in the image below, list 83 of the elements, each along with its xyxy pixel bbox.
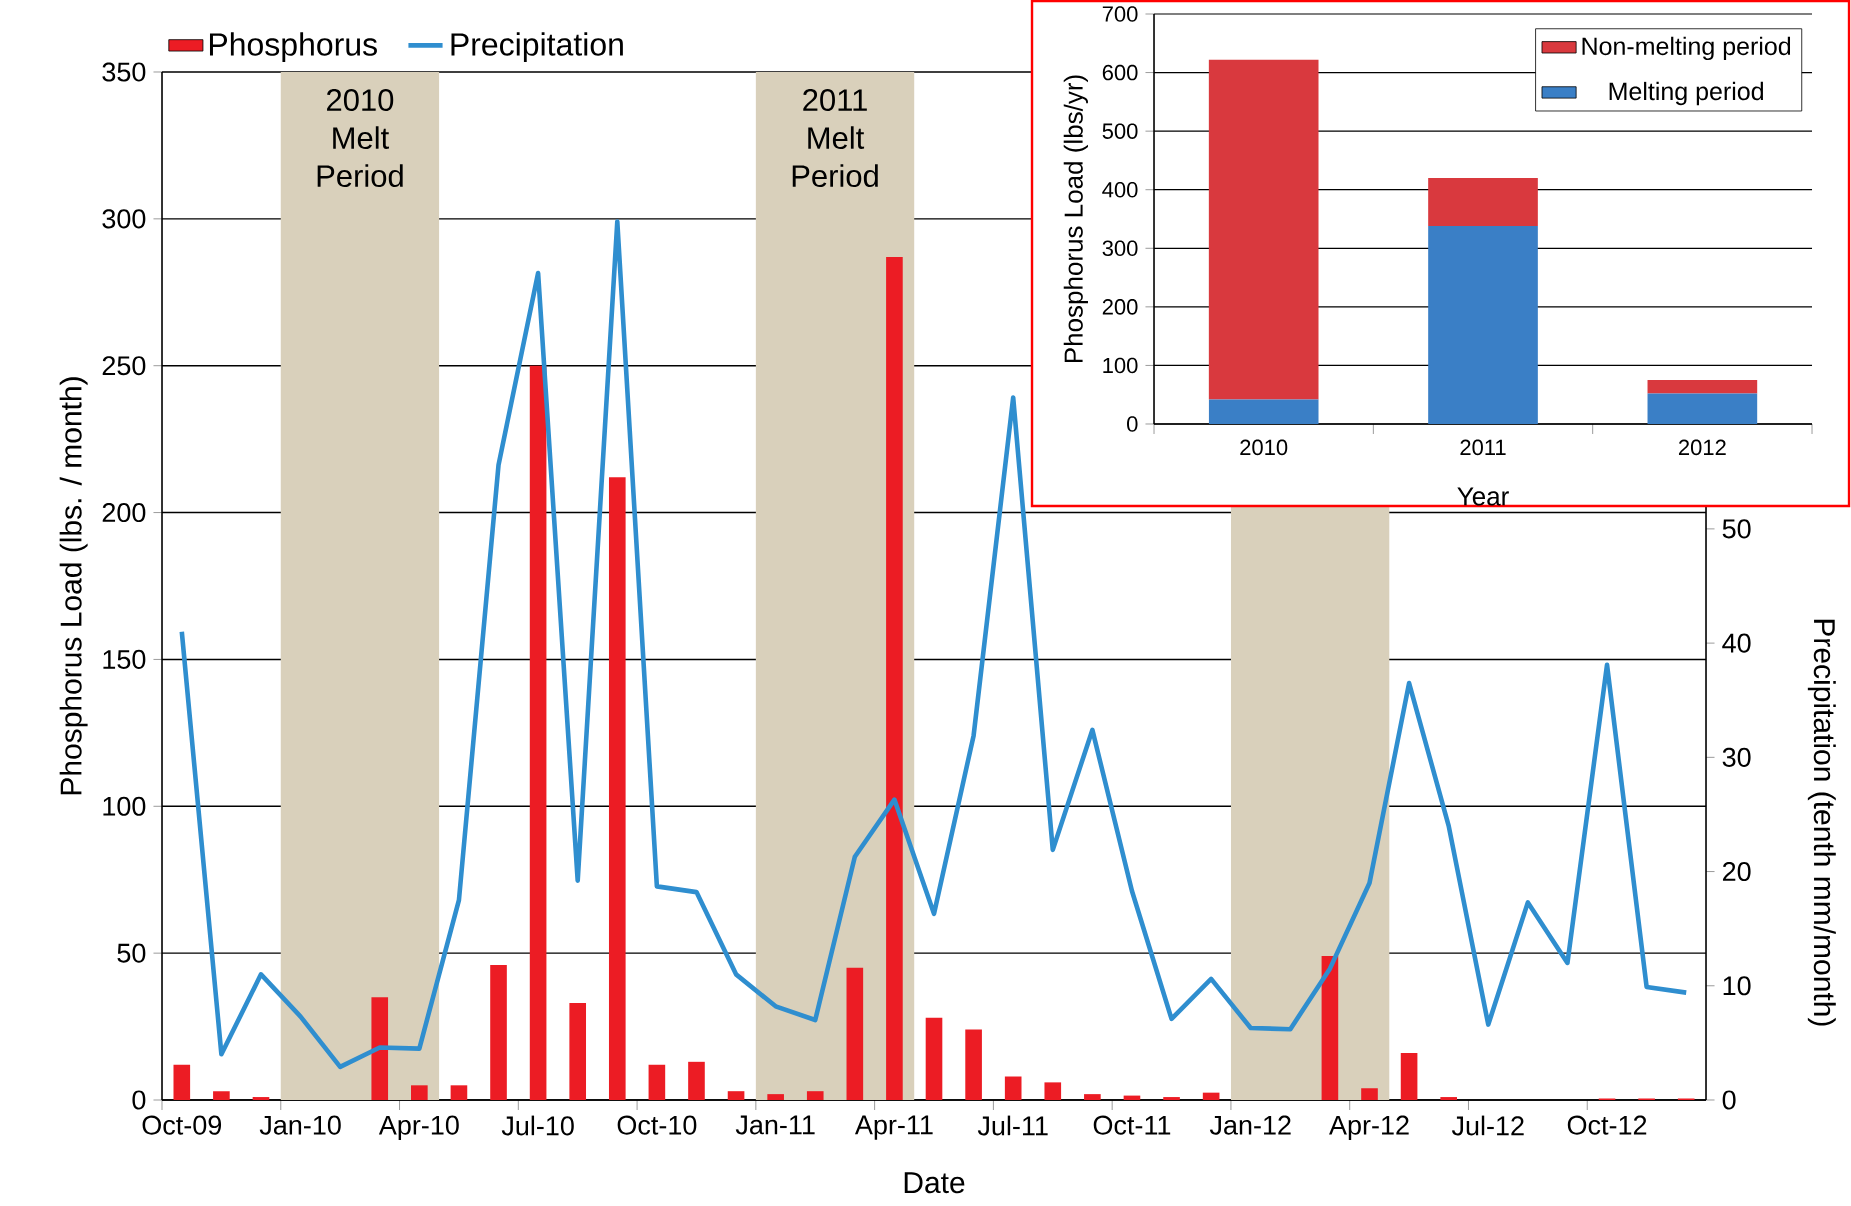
bar (846, 967, 864, 1100)
bar (1428, 178, 1538, 227)
y-tick-label: 600 (1102, 64, 1138, 81)
x-tick-label: Jul-12 (1451, 1115, 1524, 1136)
y2-tick-label: 40 (1722, 633, 1751, 653)
y-tick-label: 200 (102, 503, 146, 523)
y-axis-title: Phosphorus Load (lbs/yr) (1063, 75, 1088, 363)
y-tick-label: 350 (102, 62, 146, 82)
bar (1361, 1088, 1378, 1100)
bar (1428, 226, 1538, 424)
legend-label: Non-melting period (1582, 36, 1791, 61)
y-tick-label: 100 (103, 796, 146, 816)
bar (608, 477, 626, 1100)
y-tick-label: 300 (1102, 240, 1138, 257)
y-tick-label: 300 (102, 209, 146, 229)
bar (1163, 1097, 1180, 1100)
bar (569, 1003, 587, 1100)
y-tick-label: 50 (117, 943, 146, 963)
y2-tick-label: 30 (1722, 747, 1751, 767)
bar (1084, 1094, 1101, 1100)
y-tick-label: 0 (1127, 416, 1138, 432)
legend-label: Precipitation (451, 32, 623, 63)
y2-tick-label: 0 (1722, 1090, 1736, 1110)
bar (1208, 59, 1319, 400)
y2-axis-title: Precipitation (tenth mm/month) (1807, 619, 1836, 1026)
bar (1440, 1097, 1457, 1100)
bar (529, 365, 547, 1100)
y-tick-label: 700 (1102, 6, 1138, 22)
band-label: 2010 Melt Period (317, 89, 403, 188)
x-tick-label: 2010 (1240, 439, 1288, 456)
bar (767, 1094, 784, 1100)
y-tick-label: 200 (1102, 299, 1138, 315)
y2-tick-label: 20 (1722, 862, 1751, 882)
y-tick-label: 400 (1102, 181, 1138, 198)
bar (1044, 1082, 1062, 1100)
x-tick-label: Apr-10 (378, 1115, 459, 1141)
y-tick-label: 500 (1102, 123, 1138, 139)
x-tick-label: Jan-11 (735, 1115, 815, 1135)
x-tick-label: 2012 (1678, 439, 1726, 456)
bar (252, 1097, 270, 1100)
bar (806, 1091, 824, 1100)
bar (371, 997, 389, 1100)
bar (1004, 1076, 1022, 1100)
bar (886, 257, 903, 1100)
x-tick-label: Jul-11 (977, 1115, 1048, 1136)
y-tick-label: 150 (103, 649, 146, 669)
y2-tick-label: 10 (1723, 976, 1751, 996)
x-tick-label: Jul-10 (501, 1115, 574, 1136)
x-tick-label: Oct-10 (617, 1115, 697, 1135)
x-tick-label: Oct-12 (1567, 1115, 1647, 1135)
x-tick-label: Jan-10 (259, 1115, 341, 1135)
x-tick-label: Apr-11 (854, 1115, 933, 1140)
y-tick-label: 250 (102, 356, 146, 376)
x-tick-label: Jan-12 (1209, 1115, 1291, 1135)
bar (1647, 380, 1758, 394)
x-tick-label: 2011 (1460, 439, 1506, 456)
bar (1647, 393, 1758, 424)
bar (688, 1061, 705, 1100)
bar (411, 1085, 428, 1100)
x-tick-label: Oct-11 (1093, 1115, 1171, 1135)
legend-label: Phosphorus (209, 32, 377, 63)
x-axis-title: Date (904, 1172, 965, 1194)
bar (1202, 1092, 1220, 1100)
legend-label: Melting period (1609, 81, 1763, 106)
y-tick-label: 100 (1103, 357, 1138, 374)
x-tick-label: Apr-12 (1329, 1115, 1409, 1141)
bar (925, 1017, 943, 1100)
bar (1400, 1053, 1418, 1100)
x-tick-label: Oct-09 (142, 1115, 222, 1135)
bar (1208, 399, 1319, 424)
bar (727, 1091, 745, 1100)
bar (1321, 956, 1339, 1100)
bar (450, 1085, 468, 1100)
band-label: 2011 Melt Period (792, 89, 878, 188)
x-axis-title: Year (1457, 487, 1509, 506)
bar (965, 1029, 982, 1100)
y-axis-title: Phosphorus Load (lbs. / month) (59, 377, 88, 795)
y-tick-label: 0 (132, 1090, 146, 1110)
bar (490, 964, 507, 1100)
bar (173, 1064, 191, 1100)
bar (648, 1064, 666, 1100)
bar (213, 1091, 230, 1100)
y2-tick-label: 50 (1722, 519, 1751, 539)
